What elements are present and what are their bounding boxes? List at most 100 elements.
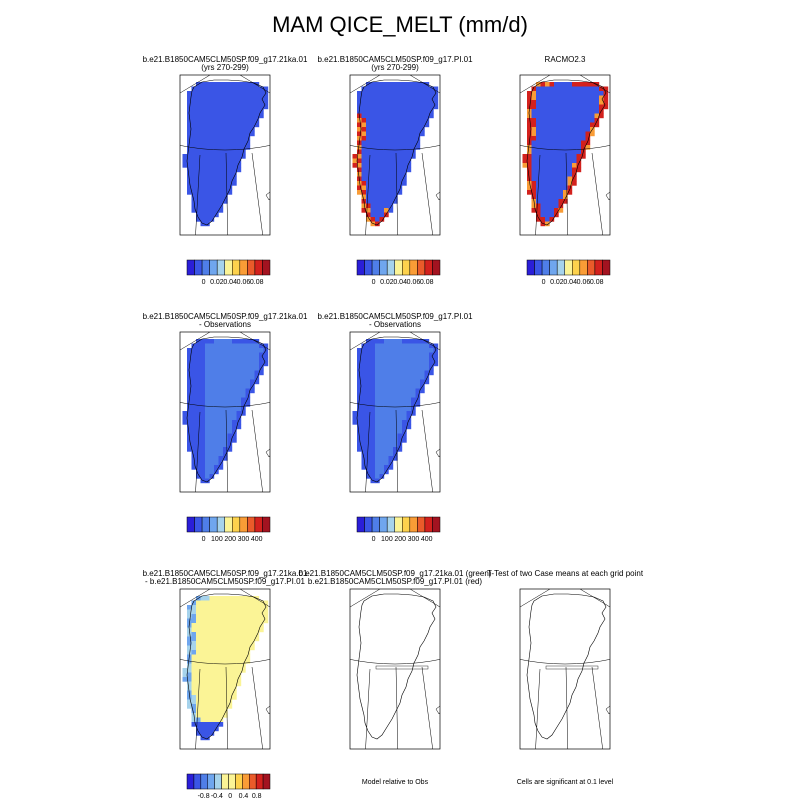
colorbar-swatch: [417, 516, 426, 533]
grid-cell: [402, 361, 407, 367]
grid-cell: [218, 131, 224, 137]
grid-cell: [590, 131, 595, 137]
grid-cell: [209, 343, 215, 349]
grid-cell: [397, 415, 403, 421]
grid-cell: [227, 605, 233, 610]
grid-cell: [241, 636, 246, 642]
grid-cell: [406, 95, 412, 101]
grid-cell: [366, 199, 371, 204]
grid-cell: [200, 731, 206, 736]
grid-cell: [402, 343, 407, 349]
grid-cell: [375, 194, 380, 200]
grid-cell: [370, 217, 376, 222]
grid-cell: [379, 208, 385, 213]
grid-cell: [250, 122, 255, 128]
grid-cell: [402, 145, 407, 150]
coastline: [356, 79, 437, 226]
grid-cell: [384, 86, 389, 92]
grid-cell: [236, 654, 242, 660]
grid-cell: [576, 104, 582, 110]
grid-cell: [402, 348, 407, 353]
grid-cell: [393, 429, 398, 434]
grid-cell: [263, 86, 269, 92]
grid-cell: [393, 109, 398, 114]
grid-cell: [196, 172, 201, 177]
grid-cell: [567, 113, 573, 119]
grid-cell: [209, 118, 215, 123]
grid-cell: [227, 438, 233, 443]
grid-cell: [227, 167, 233, 173]
colorbar-label: -0.8: [198, 793, 210, 800]
map-frame: [349, 331, 441, 493]
grid-cell: [540, 149, 546, 155]
grid-cell: [200, 82, 206, 87]
grid-cell: [205, 131, 210, 137]
grid-cell: [214, 113, 219, 119]
grid-cell: [411, 95, 416, 101]
grid-cell: [554, 145, 559, 150]
grid-cell: [200, 194, 206, 200]
grid-cell: [581, 95, 586, 101]
grid-cell: [558, 104, 564, 110]
grid-cell: [218, 600, 224, 606]
grid-cell: [196, 609, 201, 615]
grid-cell: [196, 641, 201, 646]
grid-cell: [420, 86, 425, 92]
grid-cell: [191, 176, 197, 182]
grid-cell: [245, 645, 251, 651]
colorbar-swatch: [432, 516, 441, 533]
grid-cell: [232, 131, 237, 137]
grid-cell: [232, 167, 237, 173]
grid-cell: [187, 663, 192, 669]
grid-cell: [379, 113, 385, 119]
grid-cell: [200, 104, 206, 110]
grid-cell: [200, 136, 206, 141]
grid-cell: [554, 154, 559, 159]
grid-cell: [540, 158, 546, 164]
grid-cell: [585, 136, 591, 141]
grid-cell: [581, 127, 586, 132]
grid-cell: [196, 154, 201, 159]
grid-cell: [585, 145, 591, 150]
grid-cell: [250, 388, 255, 394]
grid-cell: [590, 122, 595, 128]
grid-cell: [236, 366, 242, 371]
grid-cell: [576, 136, 582, 141]
grid-cell: [361, 366, 367, 371]
grid-cell: [200, 379, 206, 385]
panel-title-line: b.e21.B1850CAM5CLM50SP.f09_g17.21ka.01: [143, 55, 308, 64]
grid-cell: [415, 118, 421, 123]
grid-cell: [545, 95, 550, 101]
grid-cell: [209, 122, 215, 128]
grid-cell: [223, 91, 228, 96]
grid-cell: [402, 357, 407, 362]
grid-cell: [366, 379, 371, 385]
grid-cell: [200, 650, 206, 655]
grid-cell: [424, 91, 430, 96]
grid-cell: [209, 86, 215, 92]
grid-cell: [187, 154, 192, 159]
grid-cell: [200, 113, 206, 119]
grid-cell: [236, 420, 242, 425]
grid-cell: [572, 149, 577, 155]
grid-cell: [393, 361, 398, 367]
grid-cell: [254, 618, 260, 624]
grid-cell: [191, 95, 197, 101]
grid-cell: [531, 131, 537, 137]
grid-cell: [361, 384, 367, 389]
grid-cell: [402, 424, 407, 430]
grid-cell: [191, 420, 197, 425]
grid-cell: [581, 131, 586, 137]
grid-cell: [214, 677, 219, 682]
grid-cell: [379, 379, 385, 385]
grid-cell: [205, 163, 210, 168]
grid-cell: [227, 357, 233, 362]
grid-cell: [527, 163, 532, 168]
grid-cell: [572, 172, 577, 177]
grid-cell: [205, 600, 210, 606]
grid-cell: [397, 163, 403, 168]
grid-cell: [218, 352, 224, 358]
grid-cell: [522, 163, 528, 168]
grid-cell: [393, 411, 398, 416]
